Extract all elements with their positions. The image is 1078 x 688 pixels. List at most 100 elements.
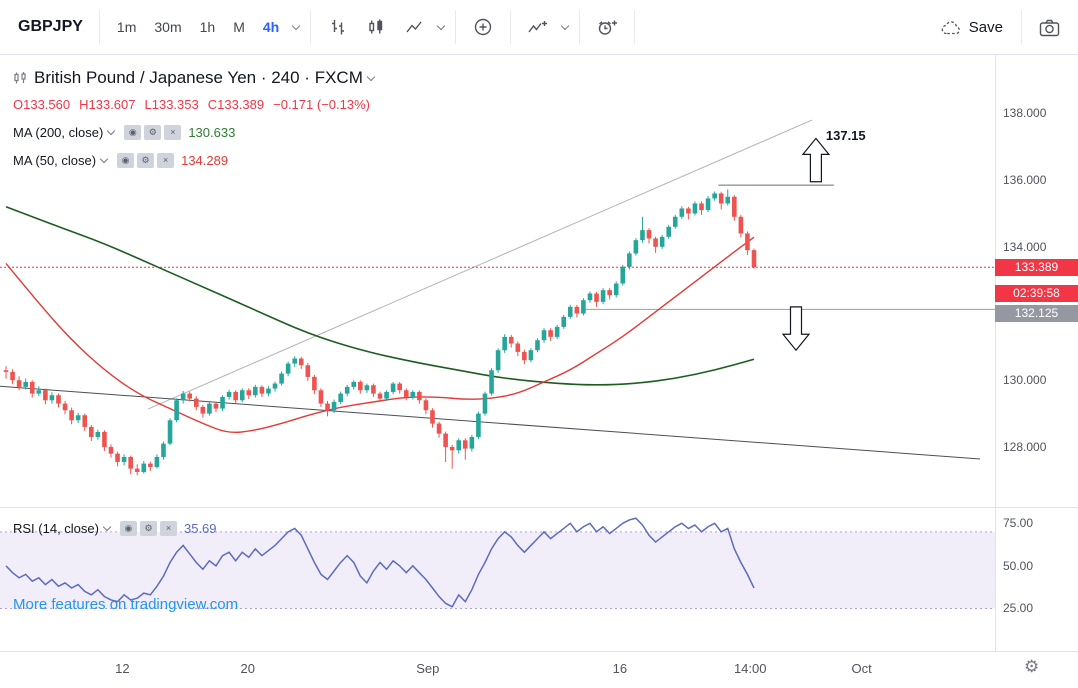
- ascending-trendline[interactable]: [148, 119, 813, 410]
- ma200-chevron-icon[interactable]: [107, 126, 116, 136]
- down-arrow-annotation[interactable]: [781, 306, 811, 352]
- eye-icon[interactable]: ◉: [117, 153, 135, 168]
- rsi-axis-label: 75.00: [1003, 516, 1034, 531]
- chart-type-candles-button[interactable]: [357, 8, 395, 46]
- close-icon[interactable]: ×: [164, 125, 182, 140]
- time-axis-label: 20: [240, 661, 255, 676]
- bars-icon: [332, 20, 345, 35]
- price-axis-label: 128.000: [1003, 439, 1047, 454]
- price-axis-label: 136.000: [1003, 173, 1047, 188]
- time-axis-label: Sep: [416, 661, 440, 676]
- up-arrow-annotation[interactable]: [801, 137, 831, 183]
- price-target-label[interactable]: 137.15: [825, 127, 866, 143]
- alarm-clock-icon: [599, 20, 618, 35]
- title-chevron-icon[interactable]: [366, 72, 376, 81]
- chart-region: British Pound / Japanese Yen · 240 · FXC…: [0, 55, 1078, 688]
- rsi-controls: ◉ ⚙ ×: [119, 521, 177, 536]
- time-axis[interactable]: ⚙ 12 20 Sep 16 14:00 Oct: [0, 651, 1078, 688]
- rsi-line[interactable]: [5, 517, 755, 608]
- close-icon[interactable]: ×: [157, 153, 175, 168]
- alert-button[interactable]: [588, 8, 626, 46]
- chart-title-row[interactable]: British Pound / Japanese Yen · 240 · FXC…: [13, 68, 377, 88]
- price-axis-label: 138.000: [1003, 106, 1047, 121]
- toolbar-separator: [310, 10, 312, 44]
- current-price-badge: 133.389: [995, 258, 1078, 276]
- interval-1m[interactable]: 1m: [108, 10, 145, 44]
- high-value: H133.607: [79, 97, 136, 112]
- chart-type-chevron-icon[interactable]: [436, 21, 446, 30]
- series-icon: [13, 71, 27, 85]
- toolbar-separator: [510, 10, 512, 44]
- settings-gear-icon[interactable]: ⚙: [1024, 657, 1040, 676]
- ma50-chevron-icon[interactable]: [99, 154, 109, 164]
- eye-icon[interactable]: ◉: [119, 521, 137, 536]
- line-chart-icon: [406, 21, 422, 33]
- ma50-label[interactable]: MA (50, close): [13, 153, 97, 168]
- candlestick-series[interactable]: [3, 189, 757, 476]
- ma50-controls: ◉ ⚙ ×: [117, 153, 175, 168]
- ma200-line[interactable]: [5, 206, 755, 386]
- ma50-value: 134.289: [181, 153, 229, 168]
- interval-1h[interactable]: 1h: [191, 10, 225, 44]
- chart-title[interactable]: British Pound / Japanese Yen · 240 · FXC…: [34, 68, 363, 87]
- ma200-controls: ◉ ⚙ ×: [124, 125, 182, 140]
- gear-icon[interactable]: ⚙: [139, 521, 157, 536]
- level-price-badge: 132.125: [995, 304, 1078, 322]
- camera-icon: [1039, 19, 1059, 36]
- symbol-name[interactable]: GBPJPY: [18, 18, 83, 35]
- toolbar-separator: [634, 10, 636, 44]
- rsi-label[interactable]: RSI (14, close): [13, 521, 99, 536]
- indicators-chevron-icon[interactable]: [560, 21, 570, 30]
- snapshot-button[interactable]: [1030, 8, 1068, 46]
- close-icon[interactable]: ×: [159, 521, 177, 536]
- toolbar-separator: [98, 10, 100, 44]
- chart-type-bars-button[interactable]: [319, 8, 357, 46]
- save-label: Save: [968, 18, 1003, 36]
- indicators-icon: [528, 21, 548, 33]
- time-axis-label: Oct: [851, 661, 872, 676]
- interval-4h[interactable]: 4h: [254, 10, 288, 44]
- tradingview-promo-link[interactable]: More features on tradingview.com: [13, 596, 239, 613]
- rsi-legend: RSI (14, close) ◉ ⚙ × 35.69: [13, 521, 217, 536]
- rsi-chevron-icon[interactable]: [102, 522, 112, 532]
- ma50-row: MA (50, close) ◉ ⚙ × 134.289: [13, 153, 377, 168]
- price-axis[interactable]: 133.389 02:39:58 132.125 138.000 136.000 1…: [995, 55, 1078, 651]
- time-axis-label: 16: [612, 661, 628, 676]
- toolbar-separator: [455, 10, 457, 44]
- cloud-icon: [941, 20, 960, 34]
- gear-icon[interactable]: ⚙: [144, 125, 162, 140]
- eye-icon[interactable]: ◉: [124, 125, 142, 140]
- interval-M[interactable]: M: [224, 10, 254, 44]
- rsi-axis-label: 25.00: [1003, 601, 1034, 616]
- ma50-line[interactable]: [5, 236, 755, 434]
- time-axis-label: 12: [115, 661, 130, 676]
- chart-type-line-button[interactable]: [395, 8, 433, 46]
- rsi-value: 35.69: [183, 521, 217, 536]
- gear-icon[interactable]: ⚙: [137, 153, 155, 168]
- indicators-button[interactable]: [519, 8, 557, 46]
- rsi-axis-label: 50.00: [1003, 558, 1034, 573]
- top-toolbar: GBPJPY 1m 30m 1h M 4h: [0, 0, 1078, 55]
- save-button[interactable]: Save: [930, 19, 1013, 36]
- ma200-row: MA (200, close) ◉ ⚙ × 130.633: [13, 125, 377, 140]
- ohlc-row: O133.560 H133.607 L133.353 C133.389 −0.1…: [13, 97, 377, 112]
- chart-legend: British Pound / Japanese Yen · 240 · FXC…: [13, 68, 377, 168]
- price-axis-label: 130.000: [1003, 373, 1047, 388]
- change-value: −0.171 (−0.13%): [273, 97, 370, 112]
- descending-trendline[interactable]: [0, 385, 981, 460]
- candles-icon: [369, 19, 383, 34]
- ma200-value: 130.633: [188, 125, 236, 140]
- close-value: C133.389: [207, 97, 265, 112]
- compare-button[interactable]: [464, 8, 502, 46]
- compare-plus-icon: [475, 18, 492, 36]
- toolbar-separator: [1021, 10, 1022, 44]
- toolbar-right-group: Save: [930, 8, 1068, 46]
- interval-dropdown-chevron-icon[interactable]: [291, 21, 301, 30]
- open-value: O133.560: [13, 97, 71, 112]
- ma200-label[interactable]: MA (200, close): [13, 125, 104, 140]
- interval-30m[interactable]: 30m: [145, 10, 190, 44]
- chart-canvas[interactable]: [0, 55, 1078, 688]
- bar-countdown-badge: 02:39:58: [995, 284, 1078, 302]
- price-axis-label: 134.000: [1003, 239, 1047, 254]
